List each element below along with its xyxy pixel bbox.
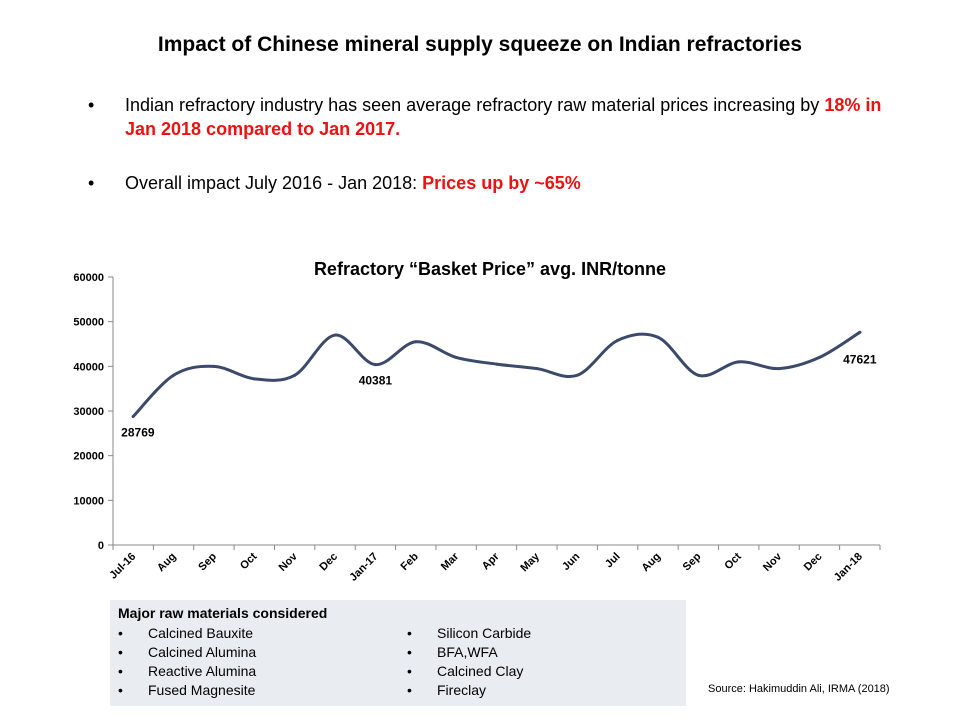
list-item-label: Fused Magnesite xyxy=(148,682,256,698)
chart-data-labels: 28769 40381 47621 xyxy=(121,352,877,439)
raw-materials-left-list: • Calcined Bauxite • Calcined Alumina • Rea… xyxy=(118,624,256,700)
x-tick-label: Mar xyxy=(439,550,462,573)
chart-series xyxy=(131,330,862,418)
x-tick-label: Aug xyxy=(155,551,179,575)
x-tick-label: Jan-17 xyxy=(347,551,380,584)
x-tick-label: Nov xyxy=(761,550,785,574)
x-tick-label: Dec xyxy=(802,551,825,574)
y-tick-label: 30000 xyxy=(73,406,104,418)
y-tick-label: 40000 xyxy=(73,361,104,373)
x-tick-label: Aug xyxy=(639,551,663,575)
data-label: 47621 xyxy=(843,352,877,366)
x-tick-label: Feb xyxy=(399,550,422,573)
data-point xyxy=(817,355,821,359)
x-tick-label: Sep xyxy=(681,550,704,573)
x-tick-label: Oct xyxy=(722,550,744,572)
list-bullet: • xyxy=(407,682,412,698)
list-bullet: • xyxy=(407,625,412,641)
chart-title: Refractory “Basket Price” avg. INR/tonne xyxy=(314,259,666,279)
bullet-text: Overall impact July 2016 - Jan 2018: Pri… xyxy=(125,171,885,195)
x-tick-label: Jun xyxy=(560,550,583,573)
list-item-label: Calcined Clay xyxy=(437,663,524,679)
list-item: • Calcined Clay xyxy=(407,662,531,681)
data-point xyxy=(858,330,862,334)
y-tick-label: 60000 xyxy=(73,272,104,284)
data-point xyxy=(495,362,498,366)
x-tick-label: Oct xyxy=(238,550,260,572)
list-bullet: • xyxy=(118,625,123,641)
bullet-highlight: Prices up by ~65% xyxy=(422,173,581,193)
x-tick-label: May xyxy=(518,550,542,574)
list-item-label: BFA,WFA xyxy=(437,644,498,660)
x-tick-label: Apr xyxy=(480,550,502,572)
list-item-label: Fireclay xyxy=(437,682,487,698)
x-tick-label: Sep xyxy=(196,550,219,573)
list-bullet: • xyxy=(407,644,412,660)
data-point xyxy=(333,333,337,337)
data-point xyxy=(696,373,700,377)
list-item: • BFA,WFA xyxy=(407,643,531,662)
raw-materials-title: Major raw materials considered xyxy=(118,605,328,621)
data-point xyxy=(737,360,741,364)
bullet-body: Overall impact July 2016 - Jan 2018: xyxy=(125,173,423,193)
data-point xyxy=(777,367,781,371)
x-tick-label: Jul-16 xyxy=(107,551,138,582)
x-tick-label: Jan-18 xyxy=(832,551,865,584)
raw-materials-box: Major raw materials considered • Calcined… xyxy=(110,600,686,706)
data-point xyxy=(575,373,579,377)
x-tick-label: Jul xyxy=(603,551,623,571)
list-item: • Calcined Bauxite xyxy=(118,624,256,643)
bullet-highlight: 18% in Jan 2018 compared to Jan 2017. xyxy=(125,95,882,139)
list-item: • Fused Magnesite xyxy=(118,681,256,700)
y-tick-label: 20000 xyxy=(73,451,104,463)
list-item: • Fireclay xyxy=(407,681,531,700)
list-item: • Reactive Alumina xyxy=(118,662,256,681)
x-tick-label: Nov xyxy=(277,550,301,574)
x-tick-label: Dec xyxy=(317,551,340,574)
data-point xyxy=(172,373,176,377)
list-item-label: Calcined Bauxite xyxy=(148,625,254,641)
data-point xyxy=(454,355,458,359)
data-point xyxy=(212,364,216,368)
data-label: 40381 xyxy=(359,374,393,388)
data-point xyxy=(131,414,135,418)
data-label: 28769 xyxy=(121,425,155,439)
price-line xyxy=(131,330,862,418)
slide-title: Impact of Chinese mineral supply squeeze… xyxy=(157,33,803,56)
data-point xyxy=(293,373,297,377)
bullet-marker: • xyxy=(88,173,95,193)
data-point xyxy=(535,367,539,371)
bullet-marker: • xyxy=(88,95,95,115)
chart-ticks: 0 10000 20000 30000 40000 50000 60000 Jul-16 Aug… xyxy=(73,272,881,584)
source-note: Source: Hakimuddin Ali, IRMA (2018) xyxy=(708,683,890,695)
raw-materials-right-list: • Silicon Carbide • BFA,WFA • Calcined Clay… xyxy=(407,624,531,700)
data-point xyxy=(252,377,256,381)
list-item-label: Silicon Carbide xyxy=(437,625,532,641)
list-bullet: • xyxy=(118,663,123,679)
basket-price-chart: Refractory “Basket Price” avg. INR/tonne… xyxy=(73,259,881,584)
bullet-text: Indian refractory industry has seen aver… xyxy=(125,93,885,141)
chart-axes xyxy=(112,277,880,546)
bullet-body: Indian refractory industry has seen aver… xyxy=(125,95,825,115)
list-bullet: • xyxy=(118,644,123,660)
y-tick-label: 10000 xyxy=(73,495,104,507)
list-item-label: Calcined Alumina xyxy=(148,644,257,660)
list-item: • Calcined Alumina xyxy=(118,643,256,662)
list-bullet: • xyxy=(118,682,123,698)
list-item: • Silicon Carbide xyxy=(407,624,531,643)
list-item-label: Reactive Alumina xyxy=(148,663,257,679)
data-point xyxy=(656,335,660,339)
y-tick-label: 0 xyxy=(98,540,104,552)
data-point xyxy=(616,338,620,342)
data-point xyxy=(414,340,418,344)
list-bullet: • xyxy=(407,663,412,679)
data-point xyxy=(373,363,377,367)
y-tick-label: 50000 xyxy=(73,317,104,329)
